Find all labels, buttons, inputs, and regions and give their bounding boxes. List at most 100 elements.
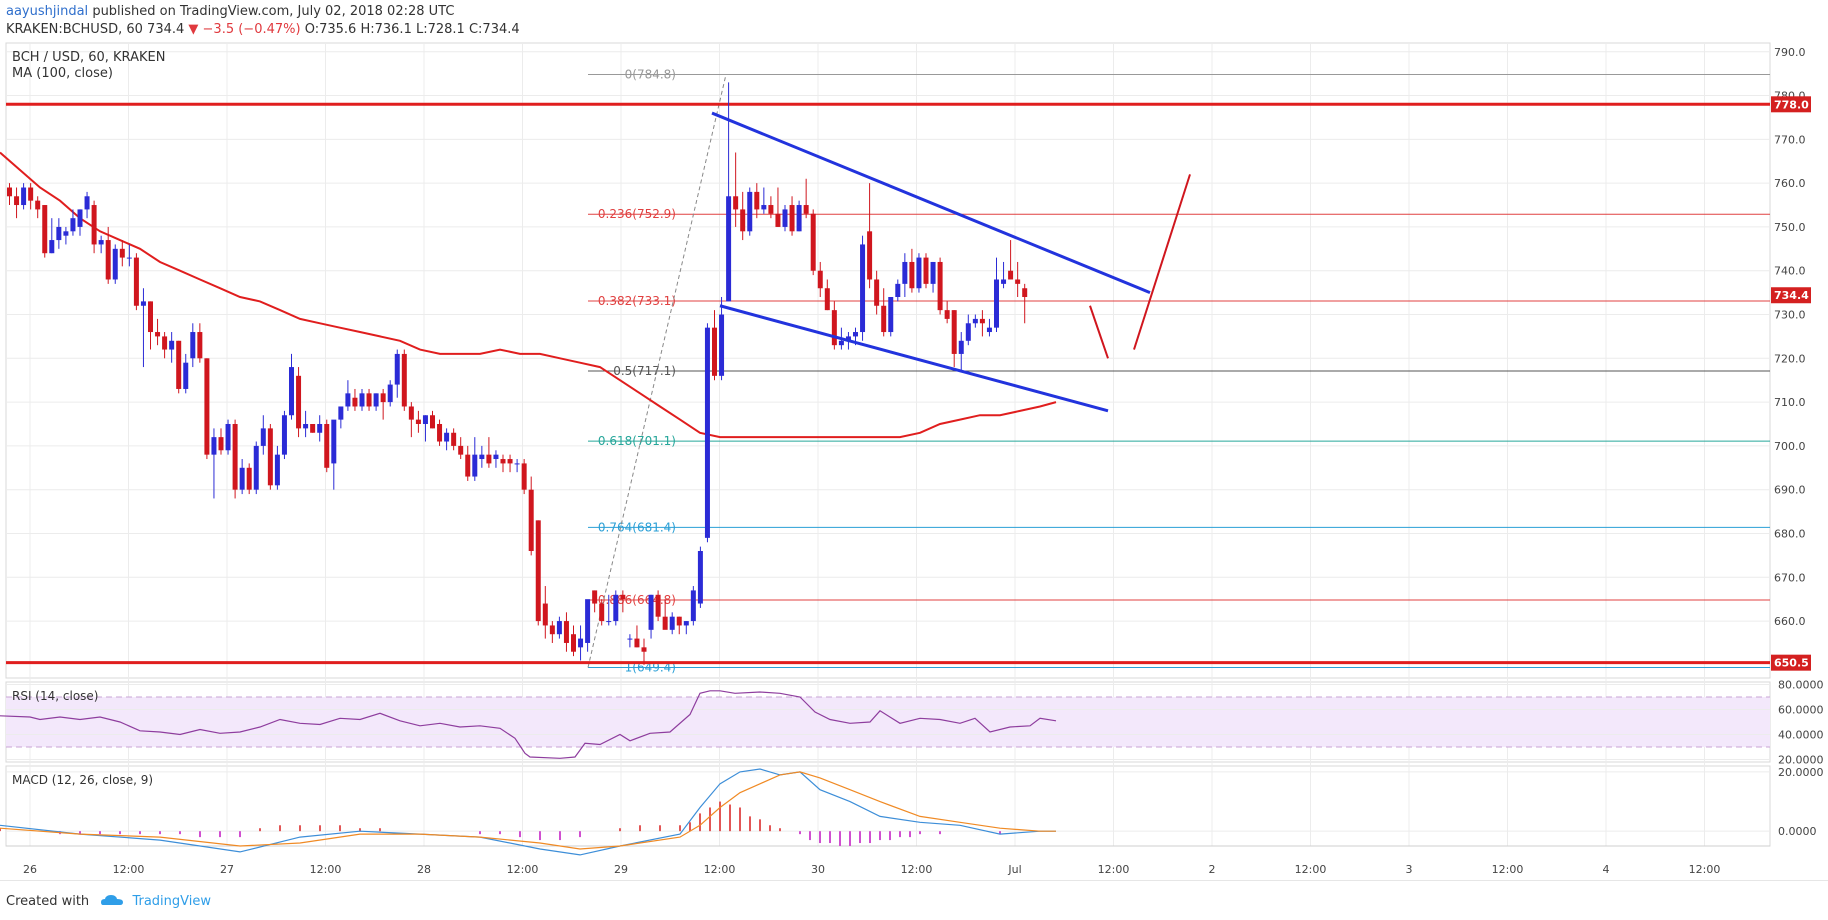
candle-body	[951, 310, 957, 354]
candle-body	[542, 603, 548, 626]
price-tag-bg	[1771, 287, 1811, 304]
x-tick-label: 26	[23, 863, 37, 876]
rsi-tick-label: 80.0000	[1778, 679, 1824, 692]
candle-body	[733, 196, 739, 210]
candle-body	[979, 318, 985, 324]
high-value: H:736.1	[360, 22, 412, 37]
candle-body	[133, 257, 139, 306]
candle-body	[1001, 279, 1007, 284]
candle-body	[831, 310, 837, 346]
candle-body	[444, 432, 450, 442]
candle-body	[486, 454, 492, 464]
candle-body	[634, 638, 640, 648]
candle-body	[613, 594, 619, 622]
y-tick-label: 730.0	[1774, 309, 1806, 322]
candle-body	[218, 437, 224, 451]
rsi-tick-label: 60.0000	[1778, 704, 1824, 717]
ma100-line	[0, 151, 1057, 439]
fib-level-label: 0.618(701.1)	[598, 434, 676, 448]
candle-body	[585, 599, 591, 643]
candle-body	[599, 603, 605, 622]
candle-body	[944, 310, 950, 319]
candle-body	[507, 459, 513, 464]
y-tick-label: 740.0	[1774, 265, 1806, 278]
candle-body	[556, 621, 562, 635]
candle-body	[740, 209, 746, 232]
candle-body	[726, 196, 732, 302]
candle-body	[253, 445, 259, 490]
candle-body	[112, 248, 118, 280]
candle-body	[204, 358, 210, 455]
rsi-tick-label: 40.0000	[1778, 729, 1824, 742]
macd-signal-line	[0, 771, 1056, 850]
candle-body	[606, 621, 612, 623]
chart-header: aayushjindal published on TradingView.co…	[0, 0, 1828, 40]
candle-body	[627, 638, 633, 640]
x-tick-label: 12:00	[310, 863, 342, 876]
candle-body	[662, 616, 668, 630]
candle-body	[56, 226, 62, 241]
candle-body	[458, 445, 464, 455]
candle-body	[162, 336, 168, 350]
candle-body	[140, 301, 146, 306]
candle-body	[803, 205, 809, 214]
price-tag-label: 650.5	[1774, 657, 1809, 670]
x-tick-label: 12:00	[704, 863, 736, 876]
chart-canvas[interactable]: 26 12:00 27 12:00 28 12:00 29 12:00 30 12:00 Jul 12…	[0, 0, 1828, 880]
candle-body	[338, 406, 344, 420]
x-tick-label: 12:00	[1098, 863, 1130, 876]
candle-body	[63, 231, 69, 236]
last-price: 734.4	[147, 22, 185, 37]
candle-body	[867, 231, 873, 280]
candle-body	[895, 283, 901, 297]
candle-body	[923, 257, 929, 284]
candle-body	[838, 340, 844, 346]
candle-body	[1015, 279, 1021, 284]
fib-trend-dashed-line	[587, 74, 727, 668]
candle-body	[719, 314, 725, 376]
x-tick-label: 12:00	[1689, 863, 1721, 876]
candle-body	[451, 432, 457, 446]
candle-body	[345, 393, 351, 407]
x-tick-label: 12:00	[901, 863, 933, 876]
price-tag-label: 778.0	[1774, 98, 1809, 111]
candle-body	[98, 240, 104, 245]
candle-body	[817, 270, 823, 289]
candle-body	[472, 454, 478, 477]
projection-line	[1089, 305, 1109, 359]
macd-line	[0, 768, 1056, 856]
y-tick-label: 680.0	[1774, 527, 1806, 540]
candle-body	[190, 332, 196, 359]
y-tick-label: 720.0	[1774, 352, 1806, 365]
fib-level-label: 0.236(752.9)	[598, 207, 676, 221]
candle-body	[28, 187, 34, 201]
candle-body	[655, 594, 661, 617]
candle-body	[169, 340, 175, 350]
candle-body	[937, 261, 943, 311]
x-tick-label: 12:00	[507, 863, 539, 876]
candle-body	[274, 454, 280, 486]
candle-body	[380, 393, 386, 403]
candle-body	[958, 340, 964, 354]
candle-body	[479, 454, 485, 460]
candle-body	[676, 616, 682, 626]
candle-body	[310, 424, 316, 433]
candle-body	[14, 196, 20, 206]
y-tick-label: 700.0	[1774, 440, 1806, 453]
author-link[interactable]: aayushjindal	[6, 4, 89, 19]
candle-body	[267, 428, 273, 486]
tradingview-brand[interactable]: TradingView	[132, 894, 211, 909]
candle-body	[789, 205, 795, 232]
x-tick-label: 27	[220, 863, 234, 876]
candle-body	[571, 634, 576, 652]
candle-body	[49, 240, 55, 254]
published-text: published on TradingView.com, July 02, 2…	[92, 4, 455, 19]
candle-body	[535, 520, 541, 622]
candle-body	[155, 332, 161, 337]
fib-level-label: 0.5(717.1)	[613, 364, 676, 378]
candle-body	[105, 240, 111, 280]
projection-line	[1133, 174, 1191, 350]
candle-body	[415, 419, 421, 424]
candle-body	[401, 353, 407, 407]
candle-body	[860, 244, 866, 333]
